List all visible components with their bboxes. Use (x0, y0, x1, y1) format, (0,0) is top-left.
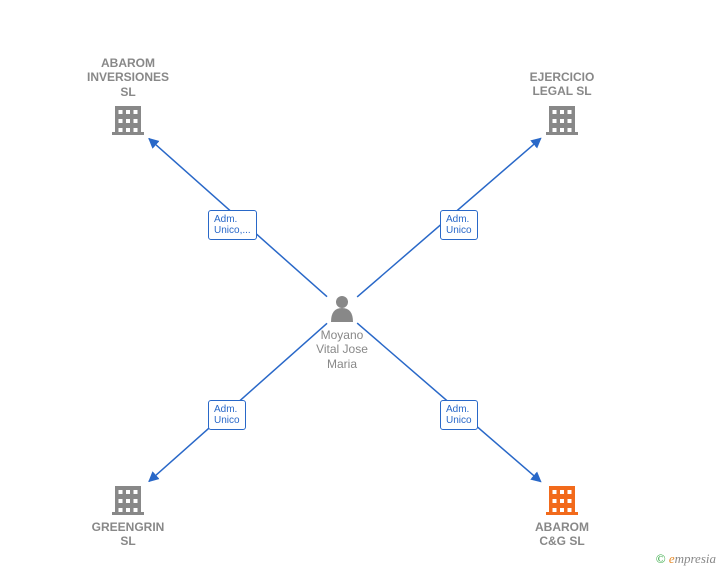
person-icon (331, 296, 353, 322)
building-icon (546, 486, 578, 515)
edge-label: Adm. Unico (440, 400, 478, 430)
edge-label: Adm. Unico,... (208, 210, 257, 240)
edge-label: Adm. Unico (440, 210, 478, 240)
watermark-copyright: © (656, 551, 666, 566)
building-label: ABAROM C&G SL (522, 520, 602, 549)
building-label: ABAROM INVERSIONES SL (78, 56, 178, 99)
edge-label: Adm. Unico (208, 400, 246, 430)
building-icon (112, 486, 144, 515)
building-icon (112, 106, 144, 135)
building-label: GREENGRIN SL (83, 520, 173, 549)
watermark: © empresia (656, 551, 716, 567)
watermark-brand-rest: mpresia (675, 551, 716, 566)
building-icon (546, 106, 578, 135)
building-label: EJERCICIO LEGAL SL (517, 70, 607, 99)
center-person-label: Moyano Vital Jose Maria (302, 328, 382, 371)
